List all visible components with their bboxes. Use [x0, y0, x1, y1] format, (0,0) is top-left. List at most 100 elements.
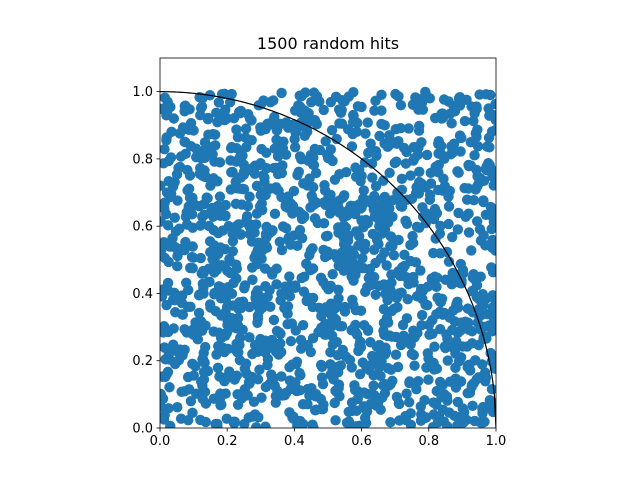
scatter-point	[338, 238, 350, 250]
scatter-point	[478, 196, 489, 208]
scatter-point	[455, 146, 466, 157]
scatter-point	[339, 306, 351, 317]
scatter-point	[432, 417, 444, 428]
scatter-point	[404, 376, 415, 387]
scatter-point	[172, 195, 183, 206]
scatter-point	[279, 302, 290, 314]
scatter-point	[267, 116, 278, 127]
scatter-point	[462, 303, 474, 314]
scatter-point	[436, 392, 447, 403]
scatter-point	[269, 208, 281, 220]
scatter-point	[396, 173, 408, 185]
scatter-point	[486, 223, 496, 235]
scatter-point	[413, 375, 424, 387]
scatter-point	[469, 150, 480, 161]
scatter-point	[379, 120, 390, 131]
scatter-point	[330, 91, 342, 102]
scatter-point	[297, 398, 309, 410]
scatter-point	[199, 137, 211, 148]
scatter-point	[309, 213, 321, 224]
scatter-point	[160, 291, 168, 302]
scatter-point	[420, 86, 431, 98]
y-axis: 0.0 0.2 0.4 0.6 0.8 1.0	[132, 85, 160, 437]
scatter-point	[296, 272, 307, 284]
scatter-point	[471, 216, 483, 227]
scatter-point	[408, 271, 419, 283]
scatter-point	[477, 401, 489, 413]
scatter-point	[316, 310, 327, 322]
scatter-point	[290, 282, 301, 293]
scatter-point	[323, 201, 335, 212]
scatter-point	[308, 87, 320, 98]
scatter-point	[385, 417, 396, 428]
scatter-point	[386, 269, 397, 280]
scatter-point	[384, 130, 395, 141]
scatter-point	[300, 87, 311, 98]
scatter-point	[195, 220, 206, 231]
scatter-point	[386, 305, 397, 317]
scatter-point	[191, 151, 202, 163]
y-tick-label: 0.6	[132, 220, 153, 235]
scatter-point	[366, 158, 378, 169]
scatter-point	[434, 228, 446, 239]
scatter-point	[232, 312, 244, 324]
scatter-point	[347, 128, 358, 140]
scatter-point	[240, 358, 252, 369]
scatter-point	[333, 227, 344, 238]
scatter-point	[401, 388, 412, 399]
scatter-point	[481, 161, 492, 172]
scatter-point	[188, 370, 200, 381]
scatter-point	[438, 94, 450, 105]
scatter-point	[405, 170, 416, 181]
scatter-point	[253, 338, 264, 350]
scatter-point	[202, 113, 214, 125]
scatter-point	[385, 231, 397, 242]
scatter-point	[421, 149, 433, 161]
scatter-point	[490, 124, 496, 136]
scatter-point	[467, 400, 478, 411]
scatter-point	[187, 222, 198, 233]
scatter-point	[227, 228, 238, 239]
scatter-point	[284, 290, 296, 302]
scatter-point	[187, 192, 198, 204]
scatter-point	[323, 284, 334, 295]
scatter-point	[411, 384, 422, 395]
scatter-point	[314, 144, 326, 156]
scatter-point	[320, 302, 332, 313]
scatter-point	[213, 97, 225, 108]
scatter-point	[405, 339, 416, 350]
scatter-point	[252, 285, 263, 296]
scatter-point	[210, 305, 221, 317]
scatter-point	[387, 195, 398, 206]
scatter-point	[167, 294, 179, 306]
scatter-point	[318, 218, 330, 229]
scatter-point	[164, 382, 175, 393]
scatter-point	[486, 384, 496, 395]
scatter-point	[326, 330, 338, 341]
scatter-point	[333, 284, 344, 295]
scatter-point	[195, 110, 206, 121]
scatter-point	[341, 263, 352, 274]
scatter-point	[197, 92, 208, 104]
scatter-point	[350, 162, 361, 173]
scatter-point	[373, 213, 384, 225]
scatter-point	[256, 143, 267, 155]
scatter-point	[231, 156, 242, 167]
scatter-point	[388, 250, 400, 261]
scatter-point	[452, 420, 463, 428]
scatter-point	[423, 374, 434, 385]
scatter-point	[229, 416, 240, 427]
scatter-point	[260, 124, 271, 135]
scatter-point	[395, 100, 407, 111]
scatter-point	[325, 144, 337, 155]
scatter-point	[271, 263, 282, 274]
scatter-point	[170, 345, 182, 357]
scatter-point	[422, 281, 433, 292]
scatter-point	[405, 419, 417, 428]
unit-circle-curve	[160, 91, 496, 428]
scatter-point	[452, 396, 464, 408]
scatter-point	[402, 294, 413, 305]
scatter-point	[378, 317, 390, 329]
scatter-point	[179, 244, 190, 256]
